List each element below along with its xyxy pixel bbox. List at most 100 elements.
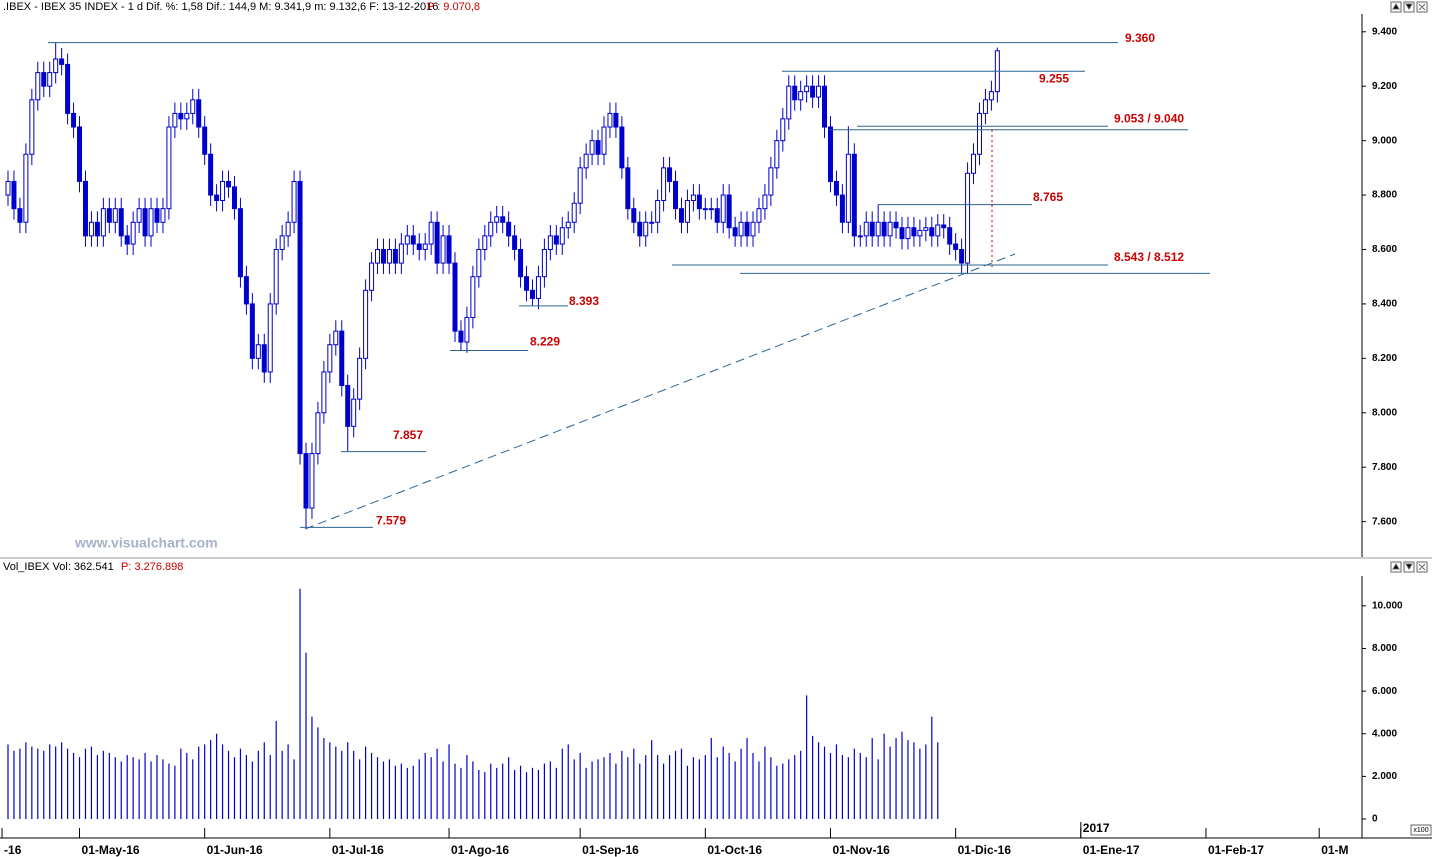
x-tick-label: -16 [4,843,22,857]
candle-up [166,126,172,210]
candle-up [982,99,988,114]
candle-down [410,235,416,245]
candle-up [649,221,655,224]
candle-down [94,221,100,237]
candle-up [255,344,261,359]
candle-down [696,194,702,210]
candle-up [160,208,166,223]
candle-down [625,167,631,210]
candle-up [589,140,595,155]
candle-up [976,112,982,155]
scale-box [1410,824,1432,836]
candle-down [929,227,935,237]
candle-down [196,99,202,128]
candle-down [500,216,506,223]
candle-down [416,243,422,250]
candle-down [744,221,750,237]
volume-panel-buttons[interactable] [1390,561,1428,573]
y-tick-label: 0 [1372,814,1378,825]
x-tick-label: 01-Dic-16 [958,843,1012,857]
candle-up [684,199,690,223]
candle-down [249,303,255,359]
candle-up [607,112,613,128]
candle-up [863,221,869,237]
candle-up [29,99,35,155]
candle-down [512,235,518,250]
candle-down [71,112,77,128]
candle-up [404,235,410,245]
candle-down [947,227,953,245]
watermark: www.visualchart.com [74,535,218,551]
candle-up [804,85,810,93]
level-label: 7.857 [393,428,423,442]
candle-down [77,126,83,182]
candle-down [297,180,303,455]
candle-up [845,153,851,223]
x-tick-label: 01-Ene-17 [1083,843,1140,857]
y-tick-label: 7.800 [1372,462,1397,473]
candle-up [875,221,881,237]
candle-down [226,180,232,188]
candle-down [529,289,535,299]
candle-up [386,248,392,264]
candle-down [124,235,130,245]
y-tick-label: 8.000 [1372,643,1397,654]
candle-up [375,248,381,264]
candle-up [756,208,762,223]
candle-up [267,303,273,373]
volume-title: Vol_IBEX Vol: 362.541 [3,561,114,573]
x-tick-label: 01-Jun-16 [207,843,263,857]
candle-up [309,453,315,509]
candle-up [488,221,494,237]
candles [5,42,1000,528]
candle-up [965,172,971,264]
candle-up [535,276,541,299]
candle-down [726,194,732,229]
candle-down [202,126,208,155]
y-tick-label: 10.000 [1372,600,1403,611]
level-label: 9.360 [1125,31,1155,45]
candle-up [184,112,190,120]
candle-up [571,202,577,223]
candle-up [720,194,726,223]
candle-up [220,180,226,201]
candle-down [893,221,899,229]
level-label: 8.229 [530,335,560,349]
candle-down [452,262,458,332]
candle-up [172,112,178,128]
volume-last: P: 3.276.898 [121,561,183,573]
candle-down [732,227,738,237]
candle-up [702,208,708,211]
candle-up [774,140,780,169]
x-tick-label: 01-Nov-16 [832,843,890,857]
last-price: P : 9.070,8 [427,1,480,13]
candle-down [678,208,684,223]
candle-down [595,140,601,155]
candle-up [738,221,744,237]
candle-up [577,167,583,204]
candle-up [762,194,768,210]
price-panel-buttons[interactable] [1390,1,1428,13]
candle-up [601,126,607,155]
candle-up [559,227,565,245]
candle-up [547,235,553,250]
x-tick-label: 01-Oct-16 [707,843,762,857]
candle-up [816,85,822,98]
candle-up [887,221,893,237]
x-tick-label: 01-M [1321,843,1348,857]
candle-up [369,262,375,291]
candle-down [142,208,148,237]
candle-down [959,248,965,264]
candle-up [476,248,482,278]
candle-up [541,248,547,278]
candle-up [988,91,994,101]
y-tick-label: 9.200 [1372,81,1397,92]
candle-up [148,208,154,237]
y-tick-label: 9.400 [1372,26,1397,37]
x-tick-label: 01-Sep-16 [582,843,639,857]
y-tick-label: 9.000 [1372,135,1397,146]
candle-up [750,221,756,237]
candle-up [47,72,53,87]
candle-down [613,112,619,128]
